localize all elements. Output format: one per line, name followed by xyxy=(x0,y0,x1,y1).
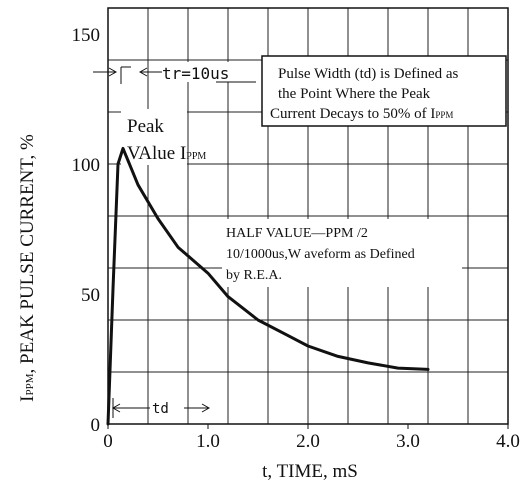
y-axis-title: IPPM, PEAK PULSE CURRENT, % xyxy=(17,134,38,402)
x-tick-label: 1.0 xyxy=(196,431,220,452)
x-tick-label: 0 xyxy=(103,431,113,452)
x-tick-label: 4.0 xyxy=(496,431,520,452)
x-axis-title: t, TIME, mS xyxy=(262,461,358,482)
x-tick-label: 3.0 xyxy=(396,431,420,452)
peak-label-line-2-sub: PPM xyxy=(186,151,206,162)
x-tick-label: 2.0 xyxy=(296,431,320,452)
note-line-3-sub: PPM xyxy=(435,110,453,120)
half-value-line-3: by R.E.A. xyxy=(226,268,282,283)
note-line-1: Pulse Width (td) is Defined as xyxy=(278,66,459,82)
note-line-2: the Point Where the Peak xyxy=(278,86,431,102)
note-line-3-main: Current Decays to 50% of I xyxy=(270,106,435,122)
y-tick-label: 0 xyxy=(91,415,101,436)
half-value-line-2: 10/1000us,W aveform as Defined xyxy=(226,247,415,262)
tr-label: tr=10us xyxy=(162,64,229,83)
td-label: td xyxy=(152,401,169,417)
y-tick-label: 100 xyxy=(72,155,101,176)
peak-label-line-2-main: VAlue I xyxy=(127,143,186,164)
y-tick-label: 50 xyxy=(81,285,100,306)
y-tick-label: 150 xyxy=(72,25,101,46)
note-line-3: Current Decays to 50% of IPPM xyxy=(270,106,453,122)
y-axis-title-sub: PPM xyxy=(24,373,36,395)
peak-label-line-1: Peak xyxy=(127,116,164,137)
peak-label-line-2: VAlue IPPM xyxy=(127,143,206,164)
y-axis-title-rest: , PEAK PULSE CURRENT, % xyxy=(17,134,38,373)
half-value-line-1: HALF VALUE—PPM /2 xyxy=(226,226,368,241)
